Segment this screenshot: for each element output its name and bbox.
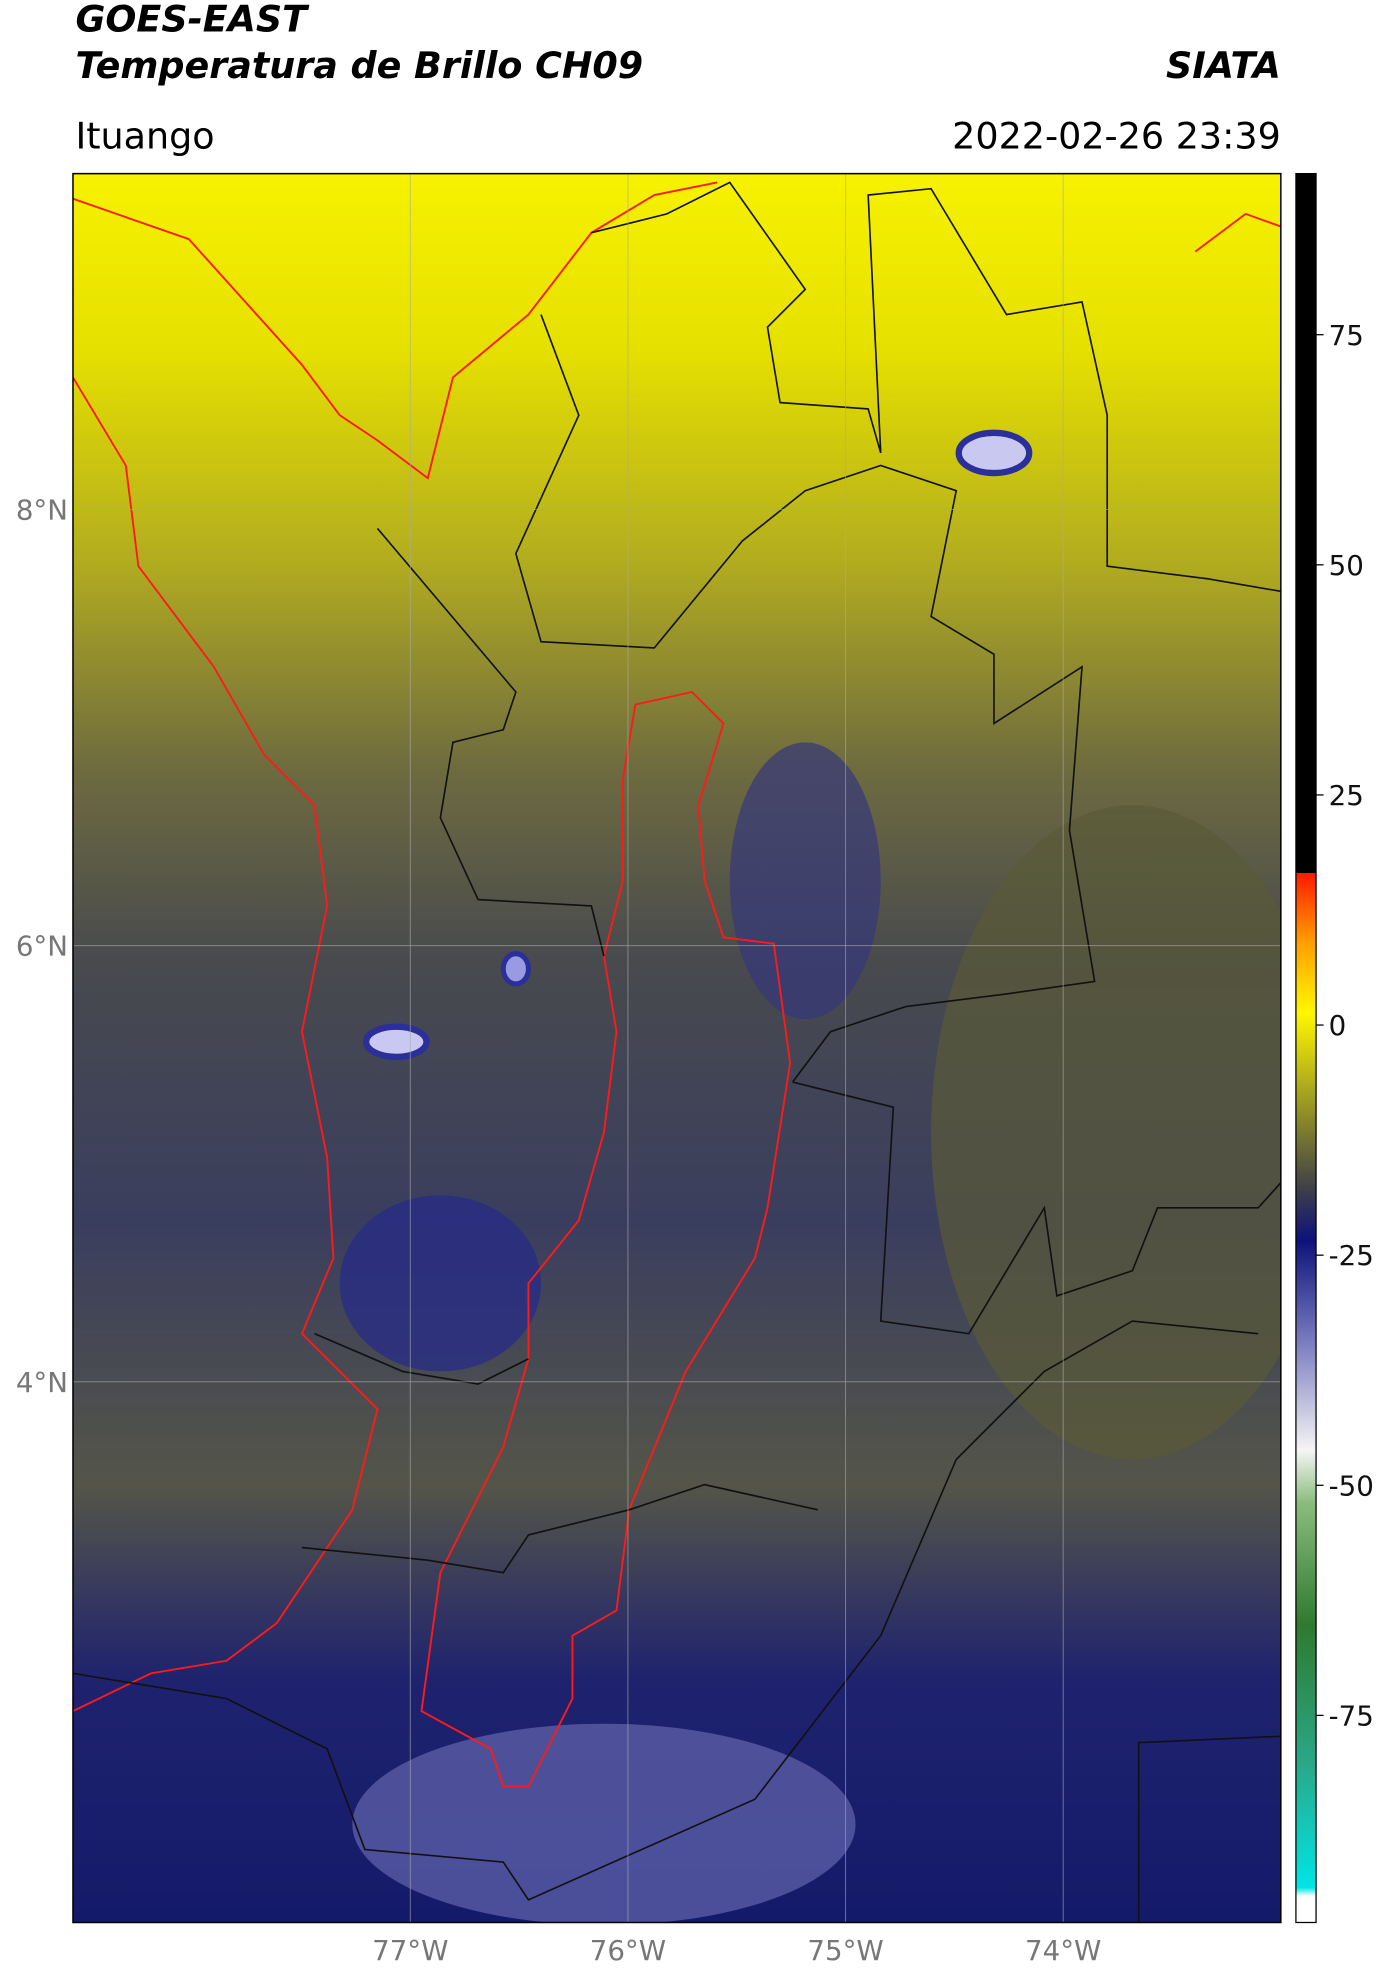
- coastline: [1194, 212, 1281, 253]
- region: Ituango: [75, 114, 214, 157]
- graticule: [72, 173, 1281, 1923]
- border: [792, 1081, 1281, 1335]
- border: [72, 1320, 1259, 1901]
- coastline: [72, 376, 379, 1712]
- colorbar-tick-label: 50: [1329, 549, 1364, 582]
- border: [314, 1332, 529, 1385]
- lat-tick-label: 8°N: [16, 494, 68, 527]
- lon-tick-label: 76°W: [590, 1934, 666, 1967]
- colorbar-tick-label: -75: [1329, 1699, 1374, 1732]
- map-frame: [72, 172, 1282, 1924]
- colorbar-tick-label: -25: [1329, 1239, 1374, 1272]
- border: [1137, 1735, 1281, 1923]
- lon-tick-label: 77°W: [372, 1934, 448, 1967]
- datetime: 2022-02-26 23:39: [952, 114, 1281, 157]
- colorbar-tick-label: 0: [1329, 1009, 1347, 1042]
- axes: 8°N 6°N 4°N 77°W 76°W 75°W 74°W 75 50 25 0 -25 -50 -7…: [16, 319, 1374, 1967]
- colorbar-tick-label: -50: [1329, 1469, 1374, 1502]
- map-blob: [931, 805, 1281, 1460]
- map-blob: [955, 429, 1033, 477]
- lat-tick-label: 4°N: [16, 1366, 68, 1399]
- lat-tick-label: 6°N: [16, 930, 68, 963]
- border: [376, 527, 605, 957]
- map-blob: [500, 951, 531, 987]
- map-blob: [729, 742, 881, 1020]
- subtitle: Temperatura de Brillo CH09: [75, 44, 643, 87]
- colorbar-tick-label: 75: [1329, 319, 1364, 352]
- study-region: [420, 690, 792, 1788]
- map-image: [72, 173, 1281, 1923]
- border: [591, 181, 1281, 593]
- title: GOES-EAST: [75, 0, 310, 40]
- border: [514, 314, 1096, 1083]
- source: SIATA: [1166, 44, 1281, 87]
- lon-tick-label: 74°W: [1025, 1934, 1101, 1967]
- colorbar-tick-label: 25: [1329, 779, 1364, 812]
- coastline: [72, 181, 718, 480]
- border: [301, 1483, 818, 1574]
- colorbar: [1295, 172, 1317, 1924]
- map-blob: [362, 1023, 430, 1061]
- map-blob: [339, 1195, 542, 1372]
- map-blob: [352, 1723, 856, 1923]
- lon-tick-label: 75°W: [807, 1934, 883, 1967]
